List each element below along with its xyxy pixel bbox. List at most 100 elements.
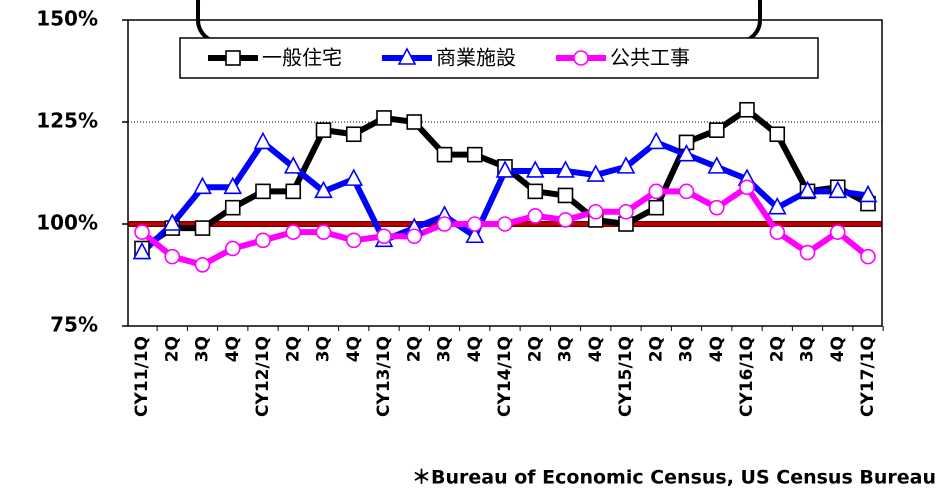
- data-point: [616, 156, 636, 174]
- data-point: [527, 208, 544, 224]
- data-point: [134, 224, 150, 240]
- data-point: [255, 183, 271, 200]
- data-point: [466, 146, 483, 163]
- data-point: [648, 199, 665, 216]
- title-box: [196, 0, 762, 44]
- legend-marker: [573, 50, 589, 66]
- x-tick-label: CY15/1Q: [616, 336, 636, 417]
- data-point: [376, 110, 392, 126]
- data-point: [285, 183, 302, 200]
- data-point: [495, 160, 515, 178]
- data-point: [345, 232, 362, 249]
- data-point: [315, 224, 332, 240]
- data-point: [132, 241, 152, 260]
- data-point: [708, 122, 725, 138]
- x-tick-label: 3Q: [314, 336, 334, 362]
- y-tick-label: 75%: [50, 313, 98, 337]
- x-tick-label: 2Q: [525, 336, 545, 362]
- x-tick-label: 4Q: [465, 336, 485, 362]
- data-point: [436, 146, 453, 163]
- data-point: [253, 131, 273, 150]
- x-tick-label: CY11/1Q: [132, 336, 152, 417]
- data-point: [345, 126, 362, 143]
- data-point: [406, 114, 423, 130]
- data-point: [465, 225, 485, 244]
- legend-box: [179, 37, 819, 79]
- data-point: [162, 213, 182, 231]
- data-point: [828, 180, 848, 199]
- x-tick-label: 3Q: [677, 336, 697, 362]
- data-point: [708, 199, 725, 216]
- data-point: [587, 203, 604, 220]
- data-point: [224, 199, 241, 216]
- data-point: [406, 228, 423, 245]
- y-tick-label: 100%: [36, 211, 98, 235]
- legend-label: 商業施設: [436, 46, 516, 70]
- data-point: [314, 180, 333, 199]
- x-tick-label: CY17/1Q: [858, 336, 878, 417]
- data-point: [769, 126, 786, 143]
- x-tick-label: 4Q: [707, 336, 727, 362]
- x-tick-label: 4Q: [828, 336, 848, 362]
- x-tick-label: 4Q: [223, 336, 243, 362]
- legend: 一般住宅 商業施設 公共工事: [179, 37, 819, 79]
- x-tick-label: CY12/1Q: [253, 336, 273, 417]
- data-point: [829, 224, 846, 240]
- data-point: [707, 156, 727, 174]
- x-tick-label: CY14/1Q: [495, 336, 515, 417]
- x-tick-label: 2Q: [646, 336, 666, 362]
- data-point: [767, 196, 787, 215]
- data-point: [648, 183, 665, 200]
- x-tick-label: 2Q: [404, 336, 424, 362]
- data-point: [858, 184, 878, 203]
- x-tick-label: CY16/1Q: [737, 336, 757, 417]
- data-point: [344, 168, 364, 186]
- data-point: [586, 164, 606, 182]
- data-point: [255, 232, 271, 249]
- x-tick-label: 3Q: [435, 336, 455, 362]
- plot-frame: [127, 19, 883, 327]
- data-point: [285, 224, 302, 240]
- data-point: [436, 216, 453, 232]
- data-point: [739, 179, 755, 196]
- x-tick-label: 2Q: [767, 336, 787, 362]
- data-point: [466, 216, 483, 232]
- legend-label: 公共工事: [610, 46, 690, 70]
- x-tick-label: 4Q: [586, 336, 606, 362]
- y-tick-label: 150%: [36, 7, 98, 31]
- x-tick-label: 2Q: [162, 336, 182, 362]
- data-point: [860, 248, 876, 265]
- legend-marker: [225, 50, 241, 66]
- data-point: [769, 224, 786, 240]
- data-point: [525, 160, 545, 178]
- data-point: [164, 248, 181, 265]
- data-point: [194, 256, 211, 273]
- data-point: [224, 240, 241, 257]
- x-tick-label: 3Q: [556, 336, 576, 362]
- legend-marker: [397, 47, 417, 65]
- data-point: [527, 183, 544, 200]
- data-point: [646, 131, 666, 150]
- source-note: ＊Bureau of Economic Census, US Census Bu…: [412, 467, 936, 489]
- data-point: [194, 220, 211, 236]
- data-point: [223, 176, 243, 195]
- y-tick-label: 125%: [36, 109, 98, 133]
- data-point: [678, 183, 695, 200]
- data-point: [556, 160, 575, 178]
- data-point: [557, 187, 574, 204]
- x-tick-label: 3Q: [193, 336, 213, 362]
- data-point: [677, 143, 696, 162]
- legend-label: 一般住宅: [262, 46, 342, 70]
- data-point: [618, 203, 634, 220]
- data-point: [497, 216, 513, 232]
- data-point: [283, 156, 303, 174]
- data-point: [798, 180, 817, 199]
- data-point: [315, 122, 332, 138]
- data-point: [193, 176, 212, 195]
- x-tick-label: 3Q: [798, 336, 818, 362]
- data-point: [799, 244, 816, 261]
- x-tick-label: 2Q: [283, 336, 303, 362]
- x-tick-label: 4Q: [344, 336, 364, 362]
- x-tick-label: CY13/1Q: [374, 336, 394, 417]
